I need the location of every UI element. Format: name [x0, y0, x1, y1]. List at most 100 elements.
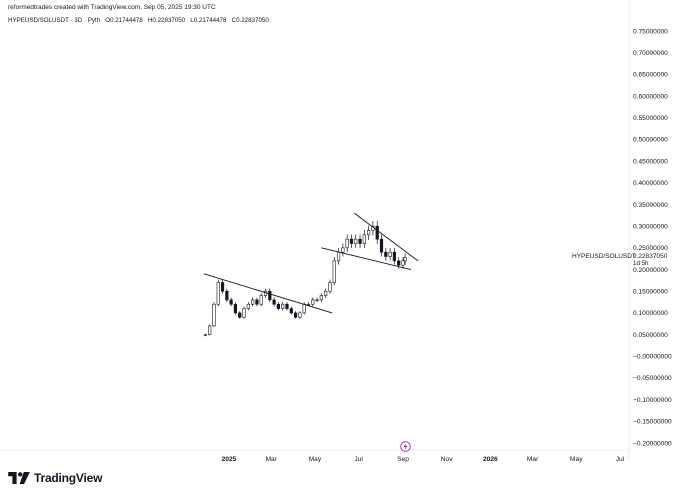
- y-tick-label: 0.65000000: [633, 72, 668, 79]
- last-price-value: 0.22837050: [633, 253, 668, 260]
- candle-body: [212, 303, 216, 327]
- y-tick-label: 0.45000000: [633, 158, 668, 165]
- candle-body: [367, 230, 371, 236]
- candle-body: [281, 303, 285, 309]
- candle-body: [328, 282, 332, 292]
- candle-body: [388, 251, 392, 257]
- candle-body: [289, 308, 293, 314]
- candle-body: [225, 290, 229, 301]
- candle-body: [392, 251, 397, 262]
- y-tick-label: 0.30000000: [633, 223, 668, 230]
- tradingview-logo-icon: [8, 472, 30, 484]
- candle-body: [216, 282, 220, 305]
- candle-series: [203, 220, 407, 337]
- candle-body: [375, 225, 379, 240]
- candle-body: [349, 238, 354, 244]
- attribution-text: reformedtrades created with TradingView.…: [8, 4, 216, 11]
- candle-body: [272, 299, 276, 305]
- ohlc-high: H0.22837050: [147, 17, 186, 24]
- bar-countdown: 1d 5h: [633, 260, 649, 267]
- ohlc-open: O0.21744478: [105, 17, 143, 24]
- candle-body: [293, 312, 298, 318]
- candle-body: [403, 257, 407, 262]
- y-tick-label: 0.15000000: [633, 289, 668, 296]
- candle-body: [242, 308, 246, 318]
- candle-body: [384, 251, 388, 257]
- candle-body: [336, 251, 341, 262]
- y-tick-label: 0.75000000: [633, 28, 668, 35]
- y-tick-label: 0.05000000: [633, 332, 668, 339]
- ohlc-low: L0.21744478: [190, 17, 227, 24]
- logo-text: TradingView: [34, 471, 103, 485]
- y-tick-label: 0.50000000: [633, 137, 668, 144]
- y-tick-label: 0.20000000: [633, 267, 668, 274]
- x-tick-label: Jul: [616, 456, 625, 463]
- y-tick-label: −0.00000000: [633, 354, 672, 361]
- channel-upper[interactable]: [354, 212, 419, 262]
- lightning-event-icon[interactable]: [400, 439, 411, 452]
- y-tick-label: −0.20000000: [633, 440, 672, 447]
- candle-body: [259, 295, 263, 305]
- symbol-name[interactable]: HYPEUSD/SOLUSDT: [8, 17, 69, 24]
- x-tick-label: Jul: [354, 456, 363, 463]
- candle-body: [358, 238, 362, 244]
- candle-body: [401, 260, 405, 266]
- trendlines[interactable]: [203, 212, 419, 314]
- interval[interactable]: 3D: [74, 17, 83, 24]
- x-tick-label: 2025: [222, 456, 237, 463]
- y-tick-label: −0.05000000: [633, 375, 672, 382]
- candle-body: [362, 234, 366, 244]
- x-tick-label: Mar: [266, 456, 278, 463]
- chart-attribution: reformedtrades created with TradingView.…: [8, 4, 216, 11]
- price-tag-symbol: HYPEUSD/SOLUSDT: [572, 253, 636, 260]
- y-tick-label: 0.10000000: [633, 310, 668, 317]
- data-source: Pyth: [87, 17, 101, 24]
- y-tick-label: 0.55000000: [633, 115, 668, 122]
- x-tick-label: Nov: [441, 456, 453, 463]
- time-axis[interactable]: 2025 Mar May Jul Sep Nov 2026 Mar May Jul: [222, 456, 625, 463]
- candle-body: [341, 247, 345, 253]
- y-tick-label: 0.70000000: [633, 50, 668, 57]
- y-tick-label: 0.60000000: [633, 93, 668, 100]
- candle-body: [220, 282, 225, 292]
- candle-body: [263, 290, 268, 296]
- candle-body: [319, 295, 323, 301]
- candle-body: [238, 312, 242, 318]
- channel-lower[interactable]: [321, 247, 411, 270]
- descending-resistance-1[interactable]: [203, 273, 333, 314]
- candle-body: [354, 238, 358, 244]
- candle-body: [208, 325, 212, 335]
- candle-body: [251, 299, 255, 305]
- candle-body: [311, 299, 315, 305]
- candle-body: [203, 334, 207, 336]
- symbol-legend[interactable]: HYPEUSD/SOLUSDT · 3D · Pyth O0.21744478 …: [8, 17, 269, 24]
- candle-body: [255, 299, 259, 305]
- candle-body: [233, 303, 238, 314]
- candle-body: [345, 238, 349, 249]
- x-tick-label: May: [570, 456, 583, 463]
- tradingview-logo[interactable]: TradingView: [8, 471, 102, 485]
- candle-body: [315, 299, 319, 301]
- y-tick-label: −0.10000000: [633, 397, 672, 404]
- series-price-label: HYPEUSD/SOLUSDT: [572, 253, 636, 261]
- candle-body: [268, 290, 272, 301]
- price-axis[interactable]: 0.75000000 0.70000000 0.65000000 0.60000000…: [633, 28, 672, 447]
- y-tick-label: 0.25000000: [633, 245, 668, 252]
- candle-body: [285, 303, 289, 309]
- candle-body: [379, 238, 384, 253]
- ohlc-close: C0.22837050: [231, 17, 269, 24]
- candle-body: [246, 303, 250, 309]
- candle-body: [332, 260, 336, 283]
- x-tick-label: Mar: [527, 456, 539, 463]
- candle-body: [306, 303, 311, 306]
- candle-body: [324, 290, 328, 296]
- x-tick-label: May: [309, 456, 322, 463]
- candle-body: [302, 303, 306, 314]
- y-tick-label: −0.15000000: [633, 419, 672, 426]
- candle-body: [276, 303, 281, 309]
- candle-body: [397, 260, 401, 266]
- x-tick-label: 2026: [483, 456, 498, 463]
- candle-body: [229, 299, 233, 305]
- y-tick-label: 0.40000000: [633, 180, 668, 187]
